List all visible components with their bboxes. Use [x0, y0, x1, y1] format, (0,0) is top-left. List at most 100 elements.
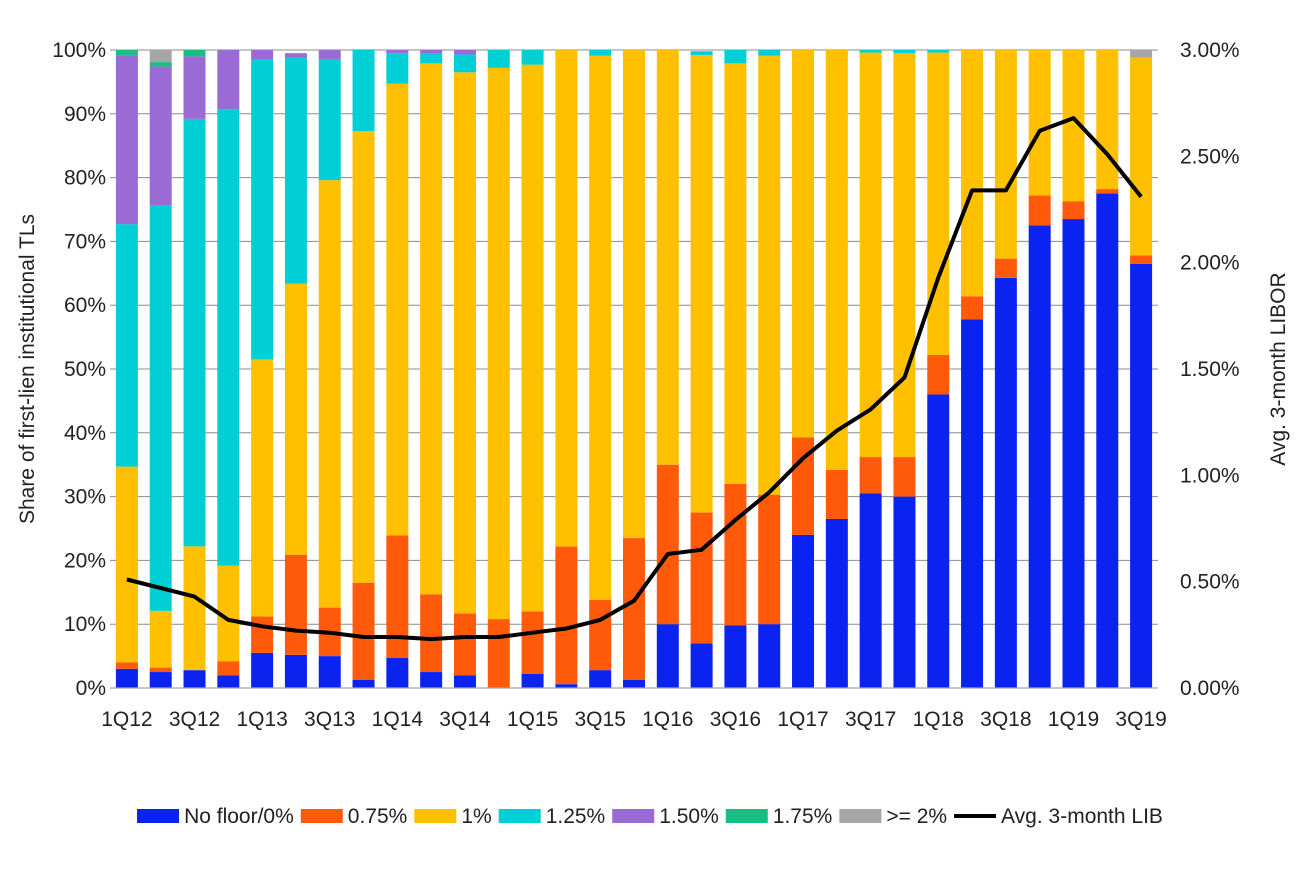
bar-segment — [589, 50, 612, 56]
bar-segment — [217, 50, 240, 110]
bar-segment — [487, 619, 510, 688]
bar-segment — [251, 359, 274, 617]
y-tick-label: 90% — [64, 103, 106, 126]
bar-segment — [149, 610, 172, 668]
bar-segment — [893, 53, 916, 458]
bar-segment — [1130, 263, 1153, 688]
right-y-axis-label: Avg. 3-month LIBOR — [1267, 272, 1290, 465]
bar-segment — [961, 319, 984, 688]
libor-line — [126, 116, 1143, 642]
y2-tick-label: 1.00% — [1180, 464, 1240, 487]
bar-segment — [386, 535, 409, 659]
bar-segment — [284, 654, 307, 688]
bar-segment — [284, 57, 307, 284]
bar-segment — [1062, 201, 1085, 220]
bar-segment — [825, 50, 848, 470]
bar-segment — [487, 50, 510, 68]
bar-segment — [589, 670, 612, 688]
bar-segment — [758, 55, 781, 495]
bar-segment — [792, 534, 815, 688]
bar-segment — [690, 55, 713, 513]
bar-segment — [251, 59, 274, 360]
legend-swatch — [498, 809, 541, 823]
bar-segment — [1096, 189, 1119, 194]
legend-label: 1.25% — [546, 805, 606, 828]
bar-segment — [1062, 50, 1085, 202]
bar-segment — [656, 50, 679, 465]
x-tick-label: 1Q14 — [372, 708, 424, 731]
bar-segment — [453, 613, 476, 676]
bar-segment — [690, 51, 713, 56]
y-tick-label: 20% — [64, 549, 106, 572]
bar-segment — [115, 466, 138, 663]
bar-segment — [453, 50, 476, 55]
x-tick-label: 3Q13 — [304, 708, 355, 731]
bar-segment — [352, 49, 375, 132]
bar-segment — [859, 50, 882, 53]
bar-segment — [217, 661, 240, 676]
bar-segment — [318, 656, 341, 688]
bar-segment — [690, 512, 713, 644]
bar-segment — [352, 582, 375, 680]
bar-segment — [352, 131, 375, 583]
x-tick-label: 1Q17 — [777, 708, 828, 731]
legend-label: >= 2% — [886, 805, 947, 828]
bar-segment — [284, 554, 307, 655]
bar-segment — [183, 118, 206, 547]
bar-segment — [420, 50, 443, 54]
bar-segment — [927, 50, 950, 53]
bar-segment — [183, 670, 206, 688]
x-tick-label: 1Q13 — [236, 708, 287, 731]
bar-segment — [961, 50, 984, 297]
y-tick-label: 80% — [64, 167, 106, 190]
bar-segment — [656, 464, 679, 625]
bar-segment — [251, 616, 274, 653]
x-tick-label: 1Q15 — [507, 708, 558, 731]
legend-swatch — [414, 809, 457, 823]
y-tick-label: 30% — [64, 486, 106, 509]
y2-tick-label: 0.50% — [1180, 571, 1240, 594]
bar-segment — [1096, 50, 1119, 190]
bar-segment — [927, 394, 950, 688]
bar-segment — [149, 667, 172, 673]
bar-segment — [521, 611, 544, 674]
bar-segment — [386, 53, 409, 84]
bar-segment — [1130, 57, 1153, 256]
x-tick-label: 3Q12 — [169, 708, 220, 731]
legend-label: Avg. 3-month LIB — [1001, 805, 1163, 828]
bar-segment — [183, 56, 206, 119]
bar-segment — [656, 624, 679, 688]
bar-segment — [149, 50, 172, 63]
y2-tick-label: 3.00% — [1180, 39, 1240, 62]
x-tick-label: 1Q18 — [913, 708, 964, 731]
bar-segment — [183, 546, 206, 671]
bar-segment — [994, 258, 1017, 278]
bar-segment — [149, 62, 172, 67]
bar-segment — [893, 457, 916, 497]
x-tick-label: 3Q18 — [980, 708, 1031, 731]
bar-segment — [623, 50, 645, 539]
x-tick-label: 3Q14 — [439, 708, 491, 731]
legend-label: 1% — [461, 805, 491, 828]
bar-segment — [893, 496, 916, 688]
x-tick-label: 3Q19 — [1115, 708, 1166, 731]
bar-segment — [690, 643, 713, 688]
bar-segment — [825, 469, 848, 519]
bar-segment — [1028, 195, 1051, 226]
bar-segment — [623, 538, 645, 680]
bar-segment — [859, 52, 882, 458]
bar-segment — [758, 50, 781, 56]
bar-segment — [149, 205, 172, 611]
left-y-axis-label: Share of first-lien institutional TLs — [16, 214, 39, 524]
bar-segment — [420, 53, 443, 64]
legend-swatch — [725, 809, 768, 823]
bar-segment — [555, 684, 578, 688]
bar-segment — [1028, 50, 1051, 196]
bar-segment — [217, 675, 240, 688]
bar-segment — [1062, 219, 1085, 688]
bar-segment — [724, 63, 747, 484]
bar-segment — [183, 50, 206, 57]
legend-swatch — [300, 809, 343, 823]
y-tick-label: 100% — [52, 39, 106, 62]
bar-segment — [251, 50, 274, 60]
